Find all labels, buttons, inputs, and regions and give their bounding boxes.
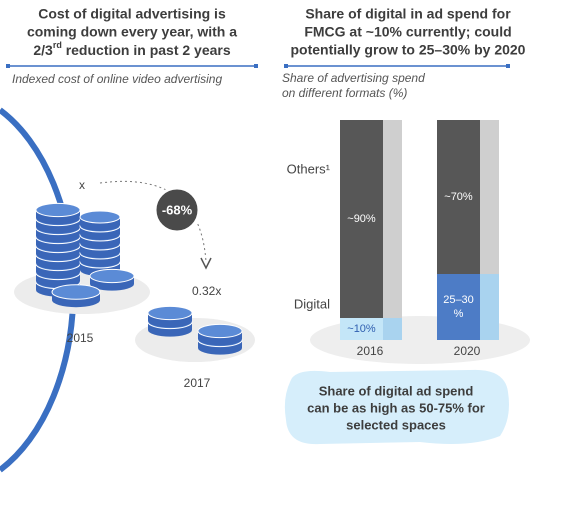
callout-box xyxy=(284,369,509,445)
left-subtitle: Indexed cost of online video advertising xyxy=(12,72,222,86)
coin-top xyxy=(35,202,81,218)
change-label: -68% xyxy=(162,202,193,217)
legend-label: Others¹ xyxy=(287,161,331,176)
coin-top xyxy=(79,210,121,224)
chart-subtitle: on different formats (%) xyxy=(282,86,407,100)
underline-end xyxy=(284,64,288,68)
bar-side xyxy=(383,318,402,340)
bar-side xyxy=(383,120,402,318)
underline-end xyxy=(254,64,258,68)
bar-side xyxy=(480,120,499,274)
callout-text: can be as high as 50-75% for xyxy=(307,400,485,415)
callout-text: Share of digital ad spend xyxy=(319,383,474,398)
coin-top xyxy=(51,284,101,300)
year-label: 2017 xyxy=(184,376,211,390)
bar xyxy=(340,120,383,318)
legend-label: Digital xyxy=(294,296,330,311)
bar-side xyxy=(480,274,499,340)
start-label: x xyxy=(79,178,85,192)
chart: Share of digital in ad spend for FMCG at … xyxy=(282,6,530,445)
chart-title: potentially grow to 25–30% by 2020 xyxy=(291,42,526,58)
coin-top xyxy=(197,323,243,339)
underline-end xyxy=(506,64,510,68)
value-label: ~70% xyxy=(444,191,473,203)
year-label: 2015 xyxy=(67,331,94,345)
chart-title: FMCG at ~10% currently; could xyxy=(304,24,511,40)
chart-title: Share of digital in ad spend for xyxy=(305,6,511,22)
underline-end xyxy=(6,64,10,68)
chart-subtitle: Share of advertising spend xyxy=(282,71,425,85)
coin-top xyxy=(89,268,135,284)
end-label: 0.32x xyxy=(192,284,221,298)
bar xyxy=(437,120,480,274)
coin-top xyxy=(147,305,193,321)
left-title: 2/3rd reduction in past 2 years xyxy=(33,40,231,57)
value-label: 25–30% xyxy=(443,294,474,320)
coins xyxy=(35,202,243,355)
left-title: coming down every year, with a xyxy=(27,24,237,40)
x-tick-label: 2020 xyxy=(454,344,481,358)
bar xyxy=(340,318,383,340)
callout-text: selected spaces xyxy=(346,417,446,432)
bar xyxy=(437,274,480,340)
change-badge xyxy=(153,186,201,234)
value-label: ~90% xyxy=(347,213,376,225)
value-label: ~10% xyxy=(347,323,376,335)
x-tick-label: 2016 xyxy=(357,344,384,358)
left-title: Cost of digital advertising is xyxy=(38,6,226,22)
arrow-head xyxy=(200,257,212,270)
